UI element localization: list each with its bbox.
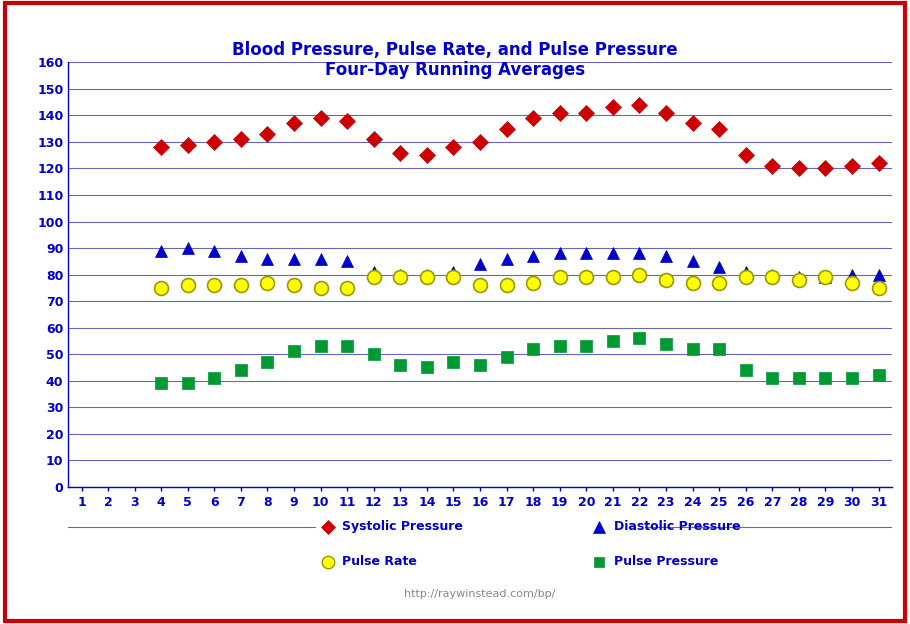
Text: http://raywinstead.com/bp/: http://raywinstead.com/bp/ [404, 589, 556, 600]
Text: Pulse Rate: Pulse Rate [341, 555, 417, 568]
Text: Pulse Pressure: Pulse Pressure [614, 555, 719, 568]
Text: Diastolic Pressure: Diastolic Pressure [614, 520, 741, 533]
Text: Blood Pressure, Pulse Rate, and Pulse Pressure
Four-Day Running Averages: Blood Pressure, Pulse Rate, and Pulse Pr… [232, 41, 678, 79]
Text: Systolic Pressure: Systolic Pressure [341, 520, 462, 533]
